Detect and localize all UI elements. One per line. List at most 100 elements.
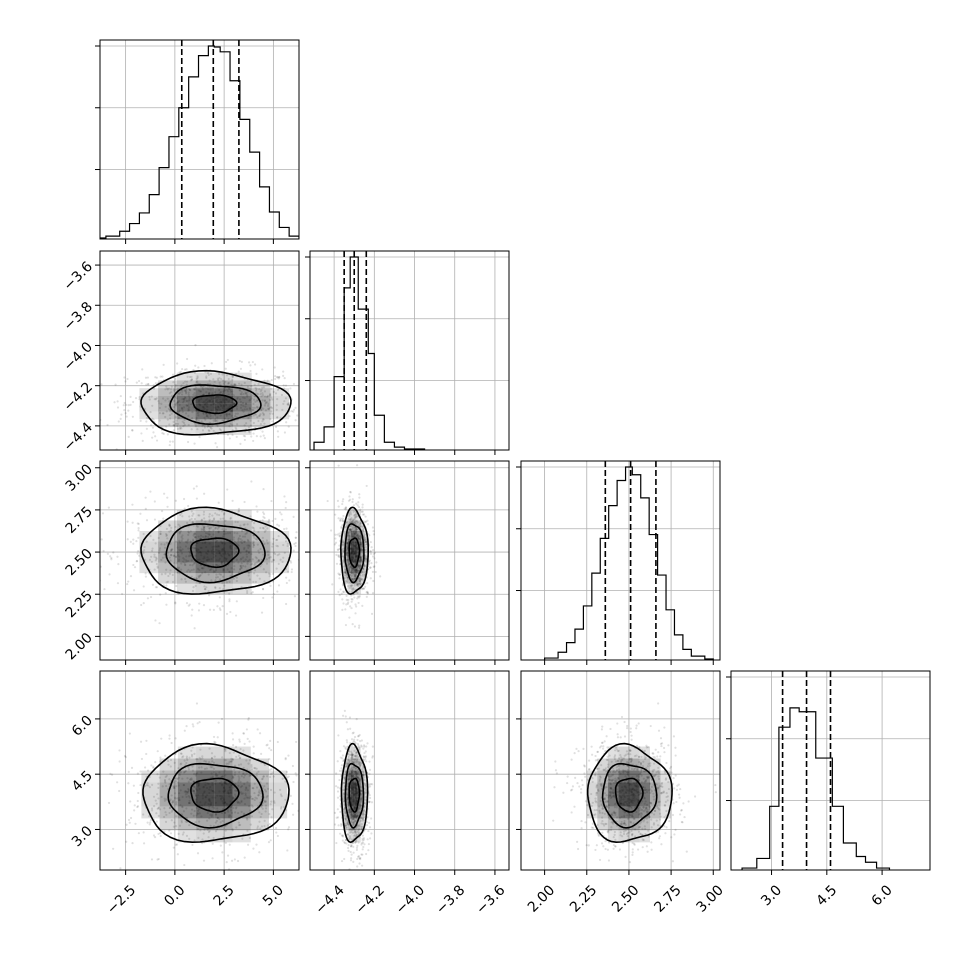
scatter-point	[335, 772, 338, 775]
scatter-point	[593, 808, 596, 812]
scatter-point	[238, 771, 241, 774]
density-cell	[214, 806, 233, 819]
scatter-point	[271, 412, 274, 415]
scatter-point	[263, 542, 266, 546]
scatter-point	[263, 530, 266, 534]
scatter-point	[258, 811, 261, 814]
scatter-point	[307, 812, 309, 814]
scatter-point	[214, 586, 217, 590]
scatter-point	[346, 833, 349, 836]
scatter-point	[370, 562, 373, 565]
scatter-point	[344, 568, 347, 571]
density-cell	[214, 562, 233, 574]
scatter-point	[193, 517, 197, 521]
scatter-point	[244, 391, 247, 394]
scatter-point	[213, 380, 216, 383]
scatter-point	[357, 774, 361, 777]
density-cell	[177, 830, 197, 843]
scatter-point	[198, 602, 201, 605]
scatter-point	[266, 794, 269, 798]
scatter-point	[301, 396, 303, 398]
scatter-point	[196, 375, 199, 378]
scatter-point	[289, 794, 292, 797]
scatter-point	[293, 595, 297, 598]
scatter-point	[183, 507, 186, 510]
scatter-point	[217, 501, 220, 504]
scatter-point	[351, 757, 354, 761]
scatter-point	[257, 559, 260, 562]
scatter-point	[269, 803, 272, 806]
scatter-point	[353, 819, 356, 822]
density-cell	[141, 794, 160, 807]
scatter-point	[88, 399, 90, 401]
density-panel-2-0	[100, 480, 299, 630]
scatter-point	[125, 403, 128, 407]
scatter-point	[337, 464, 340, 467]
scatter-point	[199, 385, 203, 388]
scatter-point	[361, 839, 364, 842]
scatter-point	[262, 488, 265, 491]
scatter-point	[282, 402, 285, 406]
density-cell	[341, 794, 345, 807]
scatter-point	[275, 408, 278, 411]
scatter-point	[196, 827, 199, 831]
scatter-point	[185, 380, 189, 383]
scatter-point	[186, 758, 189, 762]
scatter-point	[353, 735, 357, 739]
scatter-point	[345, 603, 348, 606]
scatter-point	[128, 821, 131, 824]
density-cell	[251, 541, 271, 553]
density-cell	[251, 388, 271, 396]
scatter-point	[352, 817, 355, 821]
density-cell	[176, 541, 196, 553]
scatter-point	[224, 748, 227, 751]
scatter-point	[253, 782, 256, 785]
scatter-point	[198, 766, 201, 769]
scatter-point	[125, 823, 128, 826]
scatter-point	[343, 841, 346, 844]
scatter-point	[181, 756, 184, 759]
scatter-point	[232, 384, 235, 387]
density-cell	[158, 530, 177, 542]
scatter-point	[219, 821, 222, 824]
scatter-point	[364, 515, 367, 518]
scatter-point	[352, 731, 355, 734]
scatter-point	[353, 834, 356, 837]
density-cell	[270, 552, 290, 563]
scatter-point	[193, 371, 196, 375]
scatter-point	[277, 584, 281, 587]
scatter-point	[197, 419, 200, 422]
scatter-point	[187, 414, 190, 417]
scatter-point	[357, 595, 360, 598]
scatter-point	[184, 577, 187, 581]
scatter-point	[366, 519, 369, 522]
scatter-point	[348, 515, 351, 518]
scatter-point	[286, 570, 290, 573]
contour-2-1-0	[348, 537, 361, 569]
scatter-point	[351, 755, 354, 758]
scatter-point	[353, 514, 356, 517]
scatter-point	[180, 427, 183, 430]
scatter-point	[255, 389, 258, 392]
scatter-point	[350, 857, 353, 860]
scatter-point	[153, 555, 156, 558]
scatter-point	[314, 395, 316, 397]
scatter-point	[341, 548, 344, 551]
density-cell	[176, 372, 196, 381]
scatter-point	[131, 503, 134, 506]
density-cell	[344, 758, 348, 771]
scatter-point	[167, 759, 170, 763]
scatter-point	[362, 771, 366, 774]
scatter-point	[190, 614, 193, 617]
scatter-point	[341, 519, 344, 522]
scatter-point	[350, 587, 353, 590]
scatter-point	[353, 517, 356, 520]
scatter-point	[224, 841, 227, 844]
scatter-point	[153, 398, 156, 401]
scatter-point	[230, 383, 233, 387]
scatter-point	[364, 557, 367, 560]
scatter-point	[182, 421, 186, 425]
scatter-point	[363, 564, 366, 567]
scatter-point	[161, 431, 164, 435]
density-cell	[195, 573, 215, 584]
